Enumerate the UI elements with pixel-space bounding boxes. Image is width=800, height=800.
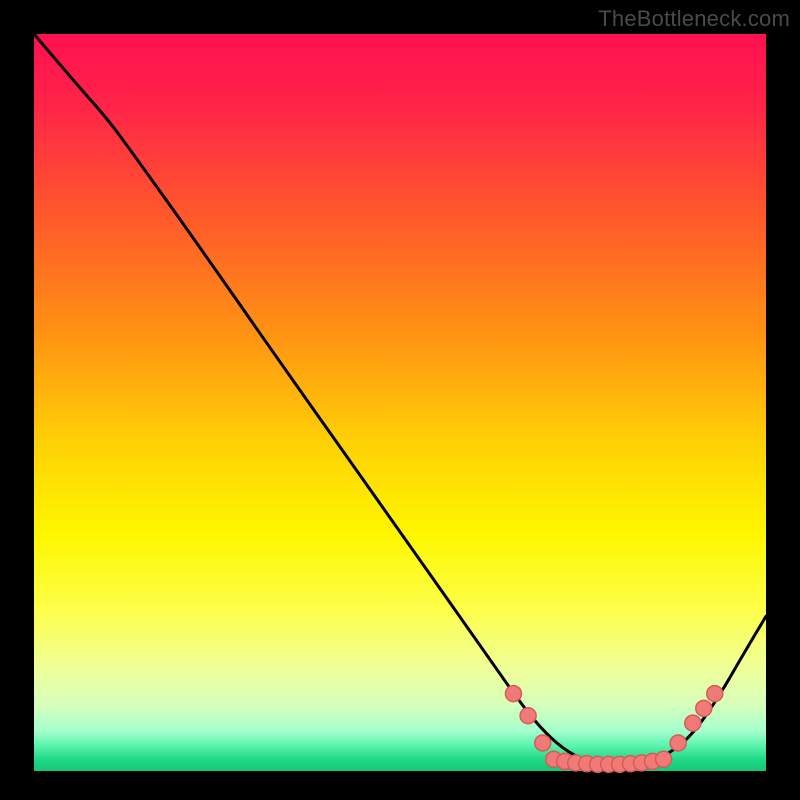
curve-marker xyxy=(505,686,521,702)
curve-marker xyxy=(707,686,723,702)
chart-svg xyxy=(0,0,800,800)
curve-marker xyxy=(696,700,712,716)
plot-background xyxy=(34,34,766,771)
curve-marker xyxy=(685,715,701,731)
chart-container: TheBottleneck.com xyxy=(0,0,800,800)
curve-marker xyxy=(535,735,551,751)
curve-marker xyxy=(520,708,536,724)
curve-marker xyxy=(670,735,686,751)
curve-marker xyxy=(656,751,672,767)
